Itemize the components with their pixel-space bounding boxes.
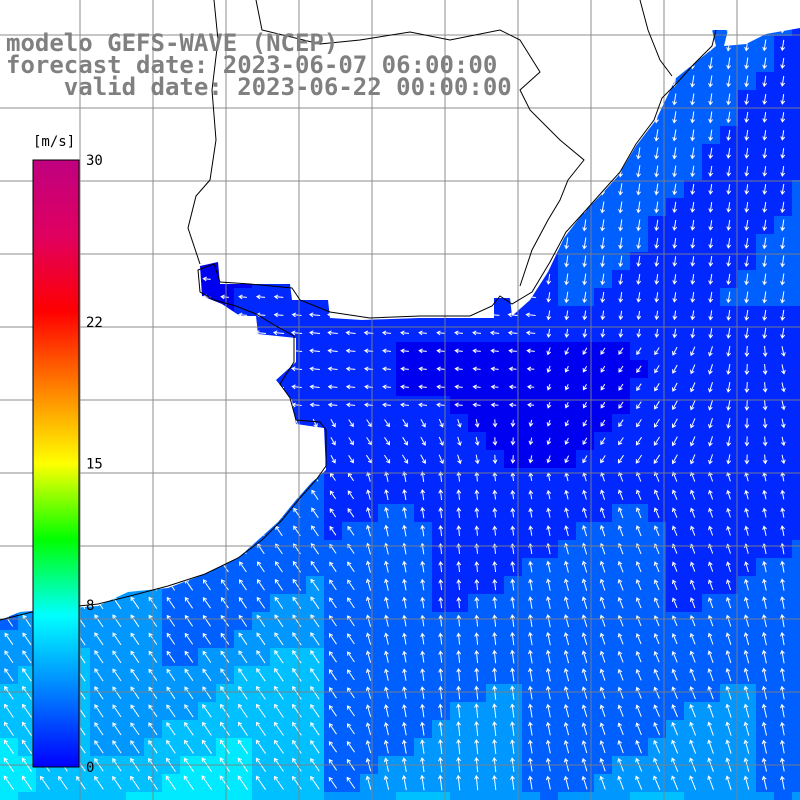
title-valid-date: valid date: 2023-06-22 00:00:00 (6, 73, 512, 101)
colorbar-tick-label: 30 (86, 153, 103, 169)
colorbar-tick-label: 0 (86, 760, 94, 776)
colorbar-ticks: 30 22 15 8 0 (86, 153, 103, 776)
colorbar-tick-label: 8 (86, 598, 94, 614)
title-forecast-date: forecast date: 2023-06-07 06:00:00 (6, 51, 498, 79)
colorbar: [m/s] 30 22 15 8 0 (32, 134, 103, 776)
colorbar-gradient (32, 159, 80, 768)
colorbar-tick-label: 15 (86, 457, 103, 473)
coastline (0, 0, 717, 621)
colorbar-unit-label: [m/s] (33, 134, 75, 150)
title-model: modelo GEFS-WAVE (NCEP) (6, 29, 339, 57)
colorbar-tick-label: 22 (86, 315, 103, 331)
